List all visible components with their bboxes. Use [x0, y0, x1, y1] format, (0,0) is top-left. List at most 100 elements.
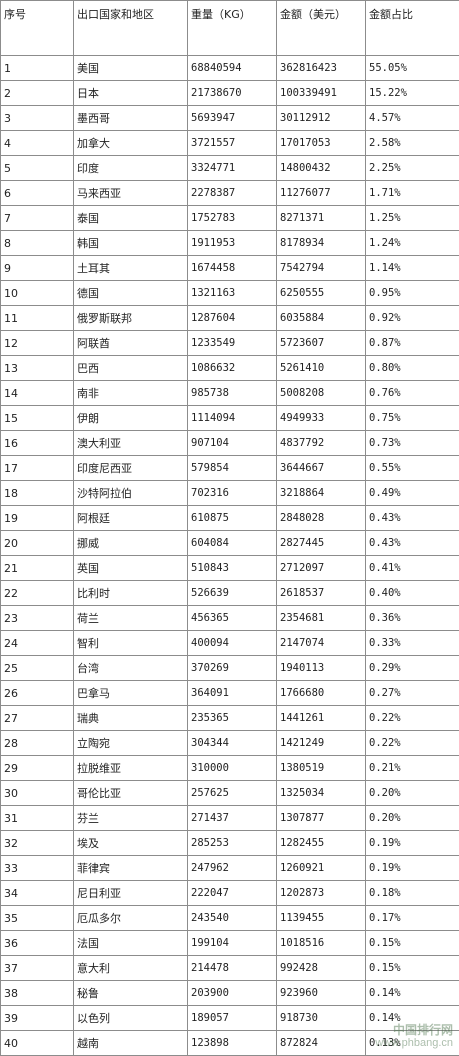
cell-rank: 16	[1, 431, 74, 456]
cell-share: 1.24%	[366, 231, 459, 256]
cell-share: 0.19%	[366, 856, 459, 881]
cell-country: 阿联酋	[74, 331, 188, 356]
cell-share: 0.55%	[366, 456, 459, 481]
cell-rank: 28	[1, 731, 74, 756]
header-cell: 序号	[1, 1, 74, 56]
cell-weight: 702316	[188, 481, 277, 506]
watermark-url: www.phbang.cn	[375, 1037, 453, 1050]
cell-rank: 35	[1, 906, 74, 931]
cell-share: 0.75%	[366, 406, 459, 431]
cell-rank: 11	[1, 306, 74, 331]
cell-rank: 32	[1, 831, 74, 856]
cell-weight: 5693947	[188, 106, 277, 131]
cell-amount: 1282455	[277, 831, 366, 856]
cell-rank: 6	[1, 181, 74, 206]
cell-weight: 526639	[188, 581, 277, 606]
cell-rank: 36	[1, 931, 74, 956]
cell-share: 0.18%	[366, 881, 459, 906]
cell-rank: 18	[1, 481, 74, 506]
cell-rank: 17	[1, 456, 74, 481]
cell-country: 拉脱维亚	[74, 756, 188, 781]
cell-weight: 257625	[188, 781, 277, 806]
cell-amount: 1139455	[277, 906, 366, 931]
cell-country: 法国	[74, 931, 188, 956]
cell-amount: 7542794	[277, 256, 366, 281]
cell-weight: 610875	[188, 506, 277, 531]
cell-share: 0.41%	[366, 556, 459, 581]
cell-share: 1.25%	[366, 206, 459, 231]
cell-weight: 510843	[188, 556, 277, 581]
cell-weight: 243540	[188, 906, 277, 931]
cell-rank: 19	[1, 506, 74, 531]
cell-country: 泰国	[74, 206, 188, 231]
cell-amount: 6035884	[277, 306, 366, 331]
cell-weight: 235365	[188, 706, 277, 731]
cell-rank: 26	[1, 681, 74, 706]
cell-country: 以色列	[74, 1006, 188, 1031]
cell-rank: 10	[1, 281, 74, 306]
cell-country: 南非	[74, 381, 188, 406]
cell-amount: 14800432	[277, 156, 366, 181]
cell-country: 沙特阿拉伯	[74, 481, 188, 506]
cell-amount: 872824	[277, 1031, 366, 1056]
cell-rank: 30	[1, 781, 74, 806]
cell-share: 0.22%	[366, 706, 459, 731]
cell-country: 印度	[74, 156, 188, 181]
cell-rank: 12	[1, 331, 74, 356]
cell-rank: 21	[1, 556, 74, 581]
cell-amount: 1441261	[277, 706, 366, 731]
cell-amount: 17017053	[277, 131, 366, 156]
cell-amount: 4837792	[277, 431, 366, 456]
cell-country: 立陶宛	[74, 731, 188, 756]
cell-weight: 370269	[188, 656, 277, 681]
cell-country: 巴西	[74, 356, 188, 381]
cell-share: 55.05%	[366, 56, 459, 81]
cell-amount: 5008208	[277, 381, 366, 406]
cell-country: 智利	[74, 631, 188, 656]
cell-share: 4.57%	[366, 106, 459, 131]
cell-amount: 2354681	[277, 606, 366, 631]
cell-amount: 1018516	[277, 931, 366, 956]
cell-weight: 21738670	[188, 81, 277, 106]
cell-rank: 15	[1, 406, 74, 431]
cell-amount: 1202873	[277, 881, 366, 906]
cell-share: 0.19%	[366, 831, 459, 856]
cell-country: 日本	[74, 81, 188, 106]
cell-amount: 1307877	[277, 806, 366, 831]
cell-share: 0.20%	[366, 781, 459, 806]
cell-rank: 7	[1, 206, 74, 231]
cell-share: 15.22%	[366, 81, 459, 106]
cell-amount: 4949933	[277, 406, 366, 431]
cell-country: 韩国	[74, 231, 188, 256]
cell-weight: 285253	[188, 831, 277, 856]
cell-share: 0.92%	[366, 306, 459, 331]
cell-rank: 40	[1, 1031, 74, 1056]
cell-country: 英国	[74, 556, 188, 581]
cell-rank: 34	[1, 881, 74, 906]
cell-share: 0.21%	[366, 756, 459, 781]
cell-share: 0.27%	[366, 681, 459, 706]
cell-country: 挪威	[74, 531, 188, 556]
cell-share: 0.33%	[366, 631, 459, 656]
cell-amount: 2712097	[277, 556, 366, 581]
cell-country: 菲律宾	[74, 856, 188, 881]
cell-rank: 1	[1, 56, 74, 81]
cell-rank: 22	[1, 581, 74, 606]
cell-weight: 222047	[188, 881, 277, 906]
cell-amount: 362816423	[277, 56, 366, 81]
